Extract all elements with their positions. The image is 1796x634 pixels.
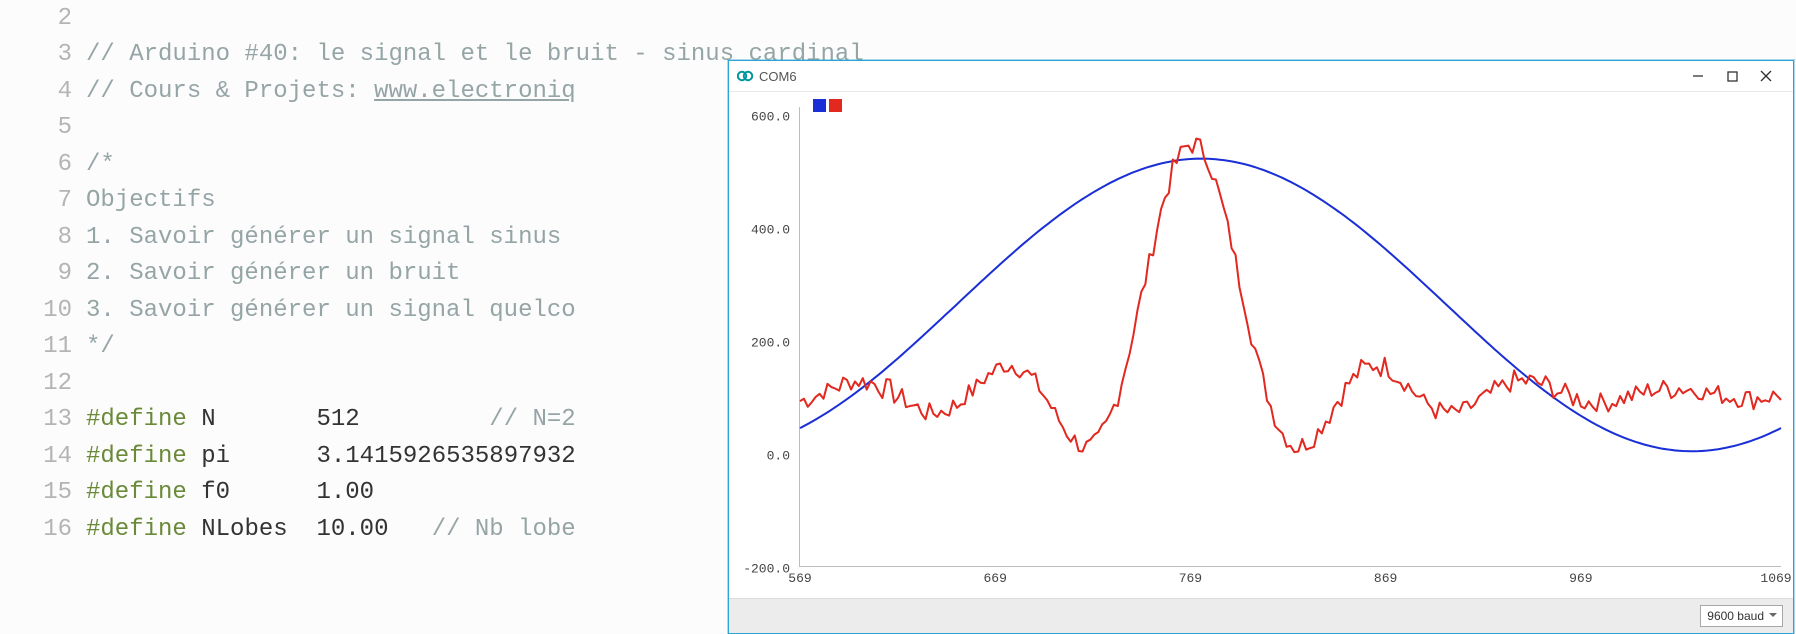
x-tick-label: 869 — [1374, 571, 1397, 586]
baud-label: 9600 baud — [1707, 609, 1764, 623]
y-tick-label: -200.0 — [738, 562, 790, 577]
maximize-button[interactable] — [1715, 62, 1749, 90]
line-number: 14 — [0, 443, 86, 470]
line-number: 7 — [0, 187, 86, 214]
arduino-icon — [737, 68, 753, 84]
minimize-button[interactable] — [1681, 62, 1715, 90]
line-number: 15 — [0, 479, 86, 506]
line-number: 16 — [0, 516, 86, 543]
x-tick-label: 569 — [788, 571, 811, 586]
baud-select[interactable]: 9600 baud — [1700, 605, 1783, 627]
x-tick-label: 769 — [1179, 571, 1202, 586]
line-number: 4 — [0, 78, 86, 105]
line-number: 3 — [0, 41, 86, 68]
line-number: 12 — [0, 370, 86, 397]
code-text: /* — [86, 151, 115, 178]
y-tick-label: 200.0 — [738, 336, 790, 351]
code-line[interactable]: 2 — [0, 0, 1796, 37]
code-text: 1. Savoir générer un signal sinus — [86, 224, 576, 251]
line-number: 2 — [0, 5, 86, 32]
chart-canvas — [800, 107, 1781, 566]
close-button[interactable] — [1749, 62, 1783, 90]
y-tick-label: 600.0 — [738, 110, 790, 125]
code-text: // Cours & Projets: www.electroniq — [86, 78, 576, 105]
code-text: #define NLobes 10.00 // Nb lobe — [86, 516, 576, 543]
line-number: 8 — [0, 224, 86, 251]
line-number: 6 — [0, 151, 86, 178]
code-text: 3. Savoir générer un signal quelco — [86, 297, 576, 324]
titlebar[interactable]: COM6 — [729, 61, 1793, 92]
x-tick-label: 669 — [983, 571, 1006, 586]
y-tick-label: 0.0 — [738, 449, 790, 464]
code-text: */ — [86, 333, 115, 360]
code-text: #define N 512 // N=2 — [86, 406, 576, 433]
code-text: #define f0 1.00 — [86, 479, 374, 506]
line-number: 10 — [0, 297, 86, 324]
line-number: 13 — [0, 406, 86, 433]
code-text: Objectifs — [86, 187, 216, 214]
line-number: 9 — [0, 260, 86, 287]
y-tick-label: 400.0 — [738, 223, 790, 238]
line-number: 11 — [0, 333, 86, 360]
line-number: 5 — [0, 114, 86, 141]
serial-plotter-window: COM6 -200.0 0.0 200.0 400.0 600.0 569 669 769 86… — [728, 60, 1794, 634]
x-tick-label: 1069 — [1760, 571, 1791, 586]
code-text: #define pi 3.1415926535897932 — [86, 443, 576, 470]
plot-area: -200.00.0200.0400.0600.05696697698699691… — [737, 97, 1785, 593]
code-text: 2. Savoir générer un bruit — [86, 260, 460, 287]
window-title: COM6 — [759, 69, 797, 84]
x-tick-label: 969 — [1569, 571, 1592, 586]
